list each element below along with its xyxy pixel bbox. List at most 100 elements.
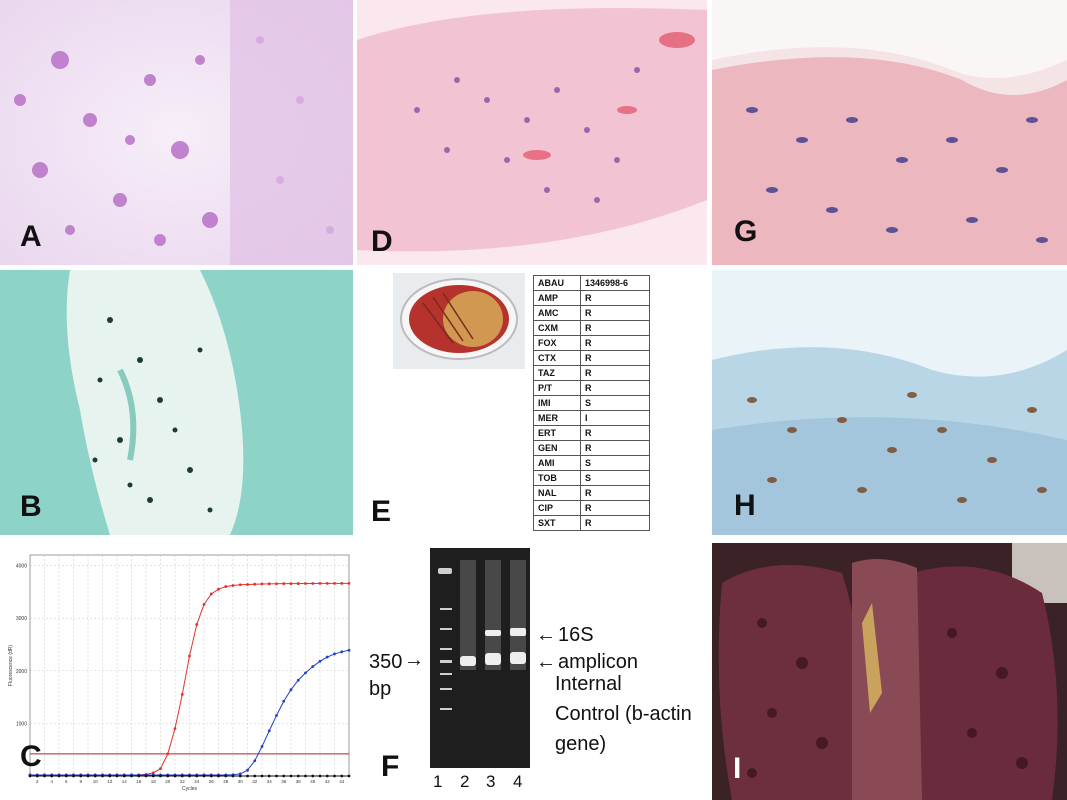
antibiotic-code: AMC	[533, 305, 581, 321]
data-point	[333, 582, 336, 585]
antibiotic-code: FOX	[533, 335, 581, 351]
x-axis-label: Cycles	[182, 786, 198, 792]
data-point	[289, 688, 293, 692]
antibiotic-code: CIP	[533, 500, 581, 516]
data-point	[72, 774, 75, 778]
data-point	[93, 774, 97, 778]
data-point	[180, 774, 184, 778]
culture-plate-image	[393, 273, 525, 369]
panel-h-image	[712, 270, 1067, 535]
x-tick-label: 2	[36, 779, 39, 784]
x-tick-label: 34	[267, 779, 273, 784]
antibiotic-code: AMP	[533, 290, 581, 306]
table-row: MER I	[533, 410, 650, 426]
data-point	[318, 774, 322, 778]
susceptibility-result: R	[580, 380, 650, 396]
data-point	[260, 582, 264, 586]
data-point	[282, 699, 286, 703]
panel-a-histology: A	[0, 0, 353, 265]
data-point	[275, 774, 278, 778]
data-point	[130, 774, 133, 778]
data-point	[325, 774, 329, 778]
data-point	[289, 582, 293, 586]
panel-b-histology: B	[0, 270, 353, 535]
antibiotic-code: NAL	[533, 485, 581, 501]
lane-label: 3	[486, 772, 496, 791]
data-point	[188, 654, 191, 658]
panel-label-d: D	[371, 225, 393, 258]
table-row: CTX R	[533, 350, 650, 366]
data-point	[64, 774, 68, 778]
data-point	[173, 774, 177, 778]
data-point	[304, 774, 307, 778]
antibiotic-code: CXM	[533, 320, 581, 336]
susceptibility-result: R	[580, 290, 650, 306]
susceptibility-result: R	[580, 320, 650, 336]
data-point	[275, 714, 278, 717]
data-point	[35, 774, 39, 778]
x-tick-label: 22	[180, 779, 186, 784]
data-point	[325, 582, 329, 585]
y-axis-label: Fluorescence (dR)	[8, 645, 14, 686]
data-point	[195, 774, 199, 778]
chart-background	[0, 543, 353, 800]
data-point	[195, 623, 199, 626]
susceptibility-result: S	[580, 470, 650, 486]
data-point	[296, 774, 300, 778]
data-point	[246, 768, 249, 772]
x-tick-label: 14	[122, 779, 128, 784]
y-tick-label: 3000	[16, 616, 27, 622]
data-point	[50, 774, 54, 778]
data-point	[282, 774, 286, 778]
data-point	[108, 774, 112, 778]
data-point	[202, 774, 206, 778]
data-point	[267, 774, 271, 778]
marker-bp-label: bp	[369, 678, 392, 700]
x-tick-label: 24	[194, 779, 200, 784]
marker-arrow: →	[404, 649, 424, 671]
panel-label-a: A	[20, 220, 42, 253]
susceptibility-result: S	[580, 455, 650, 471]
data-point	[275, 582, 278, 586]
data-point	[340, 774, 344, 778]
panel-label-b: B	[20, 490, 42, 523]
x-tick-label: 44	[339, 779, 345, 784]
panel-d-image	[357, 0, 707, 265]
panel-e-plate-photo	[393, 273, 525, 369]
x-tick-label: 20	[165, 779, 171, 784]
data-point	[209, 774, 213, 778]
internal-control-label-2: Control (b-actin	[555, 703, 692, 725]
x-tick-label: 42	[325, 779, 331, 784]
data-point	[333, 774, 336, 778]
y-tick-label: 2000	[16, 669, 27, 675]
data-point	[318, 659, 322, 663]
data-point	[260, 745, 264, 748]
table-row: CXM R	[533, 320, 650, 336]
panel-i-photo: I	[712, 543, 1067, 800]
data-point	[267, 729, 271, 733]
data-point	[253, 774, 257, 778]
x-tick-label: 30	[238, 779, 244, 784]
data-point	[347, 648, 351, 652]
band-16s-label: 16S	[558, 624, 594, 646]
table-row: AMP R	[533, 290, 650, 306]
data-point	[246, 583, 249, 586]
antibiotic-code: CTX	[533, 350, 581, 366]
data-point	[231, 584, 235, 587]
data-point	[166, 774, 170, 778]
data-point	[86, 774, 90, 778]
antibiotic-code: ABAU	[533, 275, 581, 291]
x-tick-label: 32	[252, 779, 258, 784]
susceptibility-result: R	[580, 335, 650, 351]
data-point	[159, 774, 162, 778]
data-point	[246, 774, 249, 778]
data-point	[202, 603, 206, 606]
susceptibility-result: R	[580, 365, 650, 381]
x-tick-label: 8	[79, 779, 82, 784]
data-point	[253, 582, 257, 586]
data-point	[122, 774, 126, 778]
table-row: CIP R	[533, 500, 650, 516]
panel-label-g: G	[734, 215, 758, 248]
table-row: ERT R	[533, 425, 650, 441]
band-amplicon-label: amplicon	[558, 651, 639, 673]
